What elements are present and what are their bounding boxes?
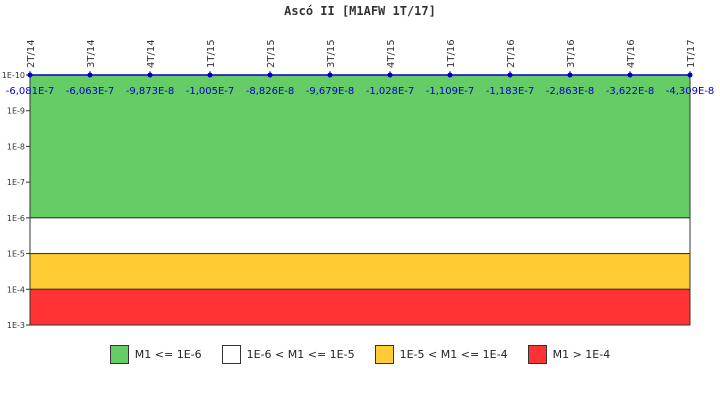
y-tick-label-0: 1E-10 xyxy=(2,71,25,80)
risk-band-2 xyxy=(29,253,691,290)
x-tick-label-8: 2T/16 xyxy=(506,39,517,68)
legend-label-white: 1E-6 < M1 <= 1E-5 xyxy=(246,348,355,361)
y-tick-label-4: 1E-6 xyxy=(7,214,25,223)
data-point-7 xyxy=(447,72,453,78)
y-tick-label-1: 1E-9 xyxy=(7,107,25,116)
y-tick-label-3: 1E-7 xyxy=(7,178,25,187)
legend-item-white: 1E-6 < M1 <= 1E-5 xyxy=(221,345,355,364)
data-label-9: -2,863E-8 xyxy=(546,86,595,97)
data-label-2: -9,873E-8 xyxy=(126,86,175,97)
data-point-10 xyxy=(627,72,633,78)
legend-label-yellow: 1E-5 < M1 <= 1E-4 xyxy=(399,348,508,361)
legend-swatch-red xyxy=(527,345,547,364)
x-tick-label-11: 1T/17 xyxy=(686,39,697,68)
risk-band-0 xyxy=(29,74,691,219)
legend-item-red: M1 > 1E-4 xyxy=(527,345,611,364)
data-point-11 xyxy=(687,72,693,78)
data-point-4 xyxy=(267,72,273,78)
data-label-3: -1,005E-7 xyxy=(186,86,235,97)
data-label-5: -9,679E-8 xyxy=(306,86,355,97)
data-point-2 xyxy=(147,72,153,78)
y-tick-label-6: 1E-4 xyxy=(7,285,25,294)
legend-item-yellow: 1E-5 < M1 <= 1E-4 xyxy=(374,345,508,364)
data-label-4: -8,826E-8 xyxy=(246,86,295,97)
data-label-11: -4,309E-8 xyxy=(666,86,715,97)
data-point-8 xyxy=(507,72,513,78)
data-label-6: -1,028E-7 xyxy=(366,86,415,97)
legend-swatch-green xyxy=(109,345,129,364)
data-label-1: -6,063E-7 xyxy=(66,86,115,97)
x-tick-label-9: 3T/16 xyxy=(566,39,577,68)
data-point-6 xyxy=(387,72,393,78)
x-tick-label-3: 1T/15 xyxy=(206,39,217,68)
x-tick-label-10: 4T/16 xyxy=(626,39,637,68)
legend-label-red: M1 > 1E-4 xyxy=(552,348,611,361)
data-label-10: -3,622E-8 xyxy=(606,86,655,97)
data-point-0 xyxy=(27,72,33,78)
y-tick-label-2: 1E-8 xyxy=(7,142,25,151)
data-point-5 xyxy=(327,72,333,78)
legend-swatch-yellow xyxy=(374,345,394,364)
data-label-8: -1,183E-7 xyxy=(486,86,535,97)
x-tick-label-2: 4T/14 xyxy=(146,39,157,68)
data-point-9 xyxy=(567,72,573,78)
x-tick-label-0: 2T/14 xyxy=(26,39,37,68)
data-point-3 xyxy=(207,72,213,78)
legend-item-green: M1 <= 1E-6 xyxy=(109,345,202,364)
risk-band-1 xyxy=(29,217,691,255)
x-tick-label-5: 3T/15 xyxy=(326,39,337,68)
chart-legend: M1 <= 1E-6 1E-6 < M1 <= 1E-5 1E-5 < M1 <… xyxy=(0,345,720,364)
y-tick-label-7: 1E-3 xyxy=(7,321,25,330)
y-tick-label-5: 1E-5 xyxy=(7,250,25,259)
x-tick-label-7: 1T/16 xyxy=(446,39,457,68)
data-label-0: -6,081E-7 xyxy=(6,86,55,97)
legend-label-green: M1 <= 1E-6 xyxy=(134,348,202,361)
chart-title: Ascó II [M1AFW 1T/17] xyxy=(284,4,436,18)
data-point-1 xyxy=(87,72,93,78)
data-label-7: -1,109E-7 xyxy=(426,86,475,97)
x-tick-label-1: 3T/14 xyxy=(86,39,97,68)
x-tick-label-6: 4T/15 xyxy=(386,39,397,68)
risk-band-3 xyxy=(29,288,691,326)
x-tick-label-4: 2T/15 xyxy=(266,39,277,68)
legend-swatch-white xyxy=(221,345,241,364)
